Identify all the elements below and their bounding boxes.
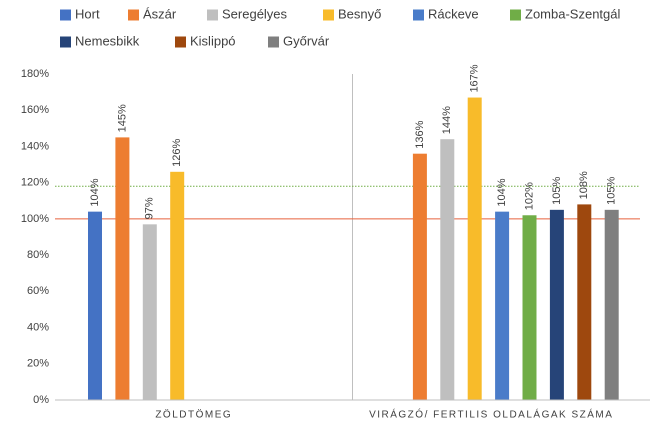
y-tick-label: 160% (21, 104, 49, 116)
y-tick-label: 0% (33, 394, 49, 406)
legend-label: Seregélyes (222, 6, 288, 21)
legend-swatch (128, 9, 139, 21)
bar (577, 204, 592, 400)
x-tick-label: VIRÁGZÓ/ FERTILIS OLDALÁGAK SZÁMA (369, 408, 613, 421)
bar (495, 211, 510, 400)
value-label: 104% (89, 178, 101, 206)
legend-label: Kislippó (190, 33, 236, 48)
y-tick-label: 80% (27, 249, 49, 261)
y-tick-label: 100% (21, 213, 49, 225)
bar (115, 137, 130, 400)
legend-swatch (207, 9, 218, 21)
bar (440, 139, 455, 400)
legend-swatch (60, 36, 71, 48)
legend-label: Ráckeve (428, 6, 479, 21)
legend-swatch (510, 9, 521, 21)
bar (604, 209, 619, 400)
bar (170, 171, 185, 400)
legend-label: Hort (75, 6, 100, 21)
value-label: 97% (144, 197, 156, 219)
bar (142, 224, 157, 400)
legend-swatch (60, 9, 71, 21)
value-label: 145% (116, 104, 128, 132)
value-label: 144% (441, 106, 453, 134)
legend-swatch (413, 9, 424, 21)
y-tick-label: 140% (21, 140, 49, 152)
legend-label: Nemesbikk (75, 33, 140, 48)
y-tick-label: 60% (27, 285, 49, 297)
y-tick-label: 20% (27, 358, 49, 370)
legend-label: Besnyő (338, 6, 381, 21)
bar (467, 97, 482, 401)
value-label: 167% (469, 64, 481, 92)
legend-label: Ászár (143, 6, 177, 21)
y-tick-label: 180% (21, 68, 49, 80)
legend-label: Zomba-Szentgál (525, 6, 620, 21)
bar (522, 215, 537, 400)
value-label: 104% (496, 178, 508, 206)
bar (88, 211, 102, 400)
legend-swatch (268, 36, 279, 48)
y-tick-label: 40% (27, 321, 49, 333)
value-label: 105% (606, 176, 618, 204)
value-label: 102% (523, 182, 535, 210)
bar (549, 209, 564, 400)
y-tick-label: 120% (21, 177, 49, 189)
value-label: 136% (414, 120, 426, 148)
value-label: 108% (578, 171, 590, 199)
legend-swatch (323, 9, 334, 21)
x-tick-label: ZÖLDTÖMEG (155, 409, 232, 421)
value-label: 105% (551, 176, 563, 204)
legend-label: Győrvár (283, 33, 330, 48)
legend-swatch (175, 36, 186, 48)
value-label: 126% (171, 138, 183, 166)
bar (412, 153, 427, 400)
